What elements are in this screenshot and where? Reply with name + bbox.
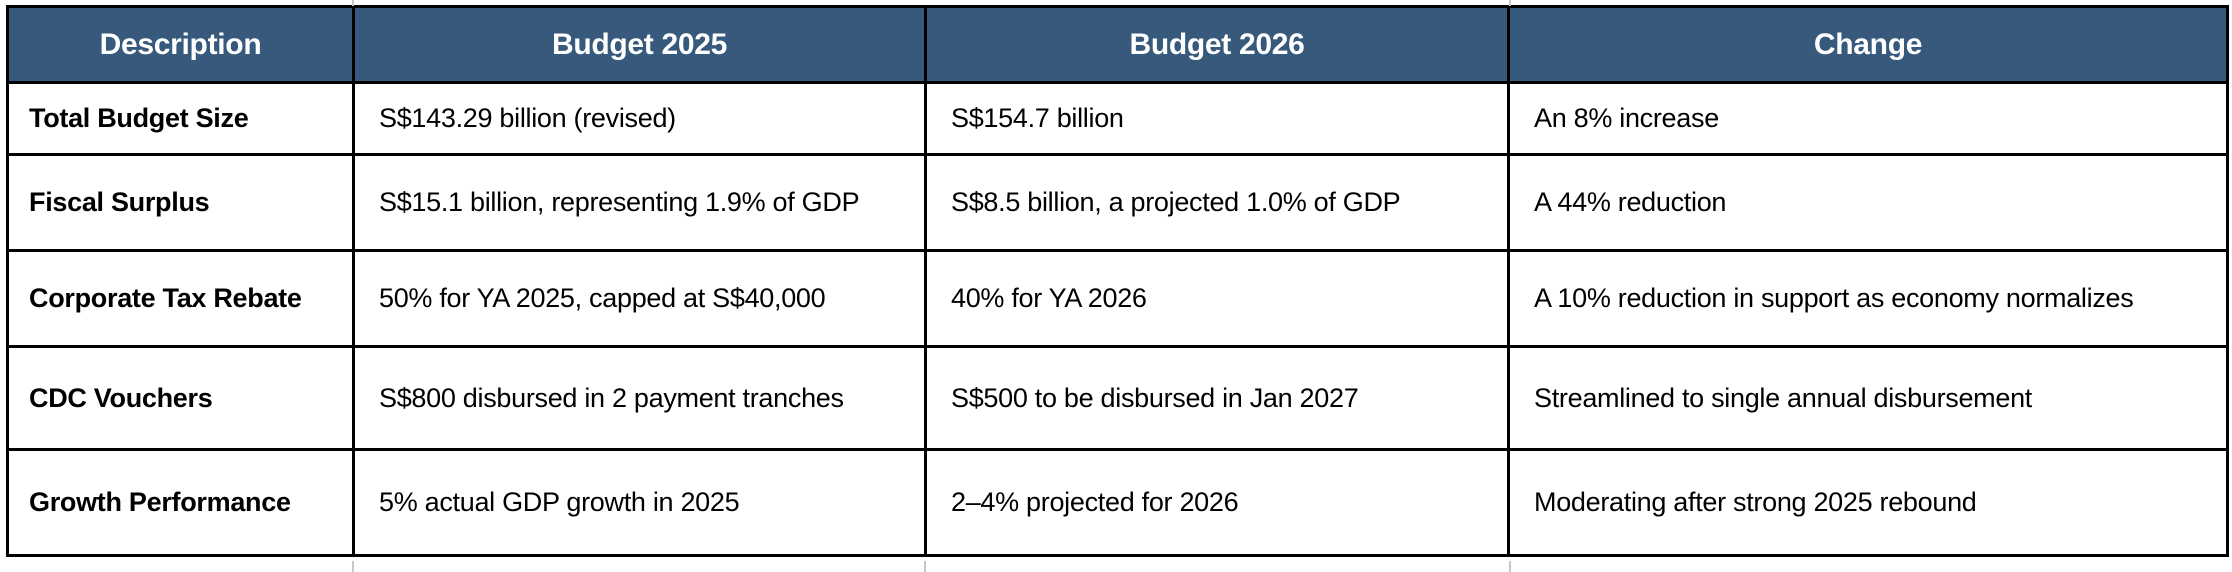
cell-description: CDC Vouchers [6, 345, 355, 451]
gridline-tick [1509, 561, 1511, 572]
gridline-tick [352, 561, 354, 572]
cell-description: Fiscal Surplus [6, 153, 355, 252]
cell-description: Total Budget Size [6, 81, 355, 156]
gridline-tick [1509, 0, 1511, 6]
cell-change: A 10% reduction in support as economy no… [1507, 249, 2229, 348]
header-cell-description: Description [6, 5, 355, 84]
header-row: Description Budget 2025 Budget 2026 Chan… [6, 5, 2229, 84]
cell-description: Growth Performance [6, 448, 355, 557]
table-row: Corporate Tax Rebate 50% for YA 2025, ca… [6, 249, 2229, 348]
budget-comparison-table: Description Budget 2025 Budget 2026 Chan… [6, 5, 2229, 557]
table-header: Description Budget 2025 Budget 2026 Chan… [6, 5, 2229, 84]
gridline-tick [924, 561, 926, 572]
header-cell-budget-2025: Budget 2025 [352, 5, 927, 84]
table-row: CDC Vouchers S$800 disbursed in 2 paymen… [6, 345, 2229, 451]
cell-budget-2026: 2–4% projected for 2026 [924, 448, 1510, 557]
gridline-tick [352, 0, 354, 6]
cell-change: An 8% increase [1507, 81, 2229, 156]
cell-budget-2026: 40% for YA 2026 [924, 249, 1510, 348]
table-row: Growth Performance 5% actual GDP growth … [6, 448, 2229, 557]
table-row: Fiscal Surplus S$15.1 billion, represent… [6, 153, 2229, 252]
cell-budget-2026: S$8.5 billion, a projected 1.0% of GDP [924, 153, 1510, 252]
cell-budget-2025: 5% actual GDP growth in 2025 [352, 448, 927, 557]
table-row: Total Budget Size S$143.29 billion (revi… [6, 81, 2229, 156]
cell-budget-2025: 50% for YA 2025, capped at S$40,000 [352, 249, 927, 348]
cell-budget-2026: S$154.7 billion [924, 81, 1510, 156]
cell-change: A 44% reduction [1507, 153, 2229, 252]
cell-budget-2025: S$143.29 billion (revised) [352, 81, 927, 156]
cell-change: Moderating after strong 2025 rebound [1507, 448, 2229, 557]
cell-budget-2025: S$15.1 billion, representing 1.9% of GDP [352, 153, 927, 252]
cell-budget-2026: S$500 to be disbursed in Jan 2027 [924, 345, 1510, 451]
table-body: Total Budget Size S$143.29 billion (revi… [6, 81, 2229, 557]
cell-description: Corporate Tax Rebate [6, 249, 355, 348]
header-cell-change: Change [1507, 5, 2229, 84]
cell-budget-2025: S$800 disbursed in 2 payment tranches [352, 345, 927, 451]
header-cell-budget-2026: Budget 2026 [924, 5, 1510, 84]
cell-change: Streamlined to single annual disbursemen… [1507, 345, 2229, 451]
